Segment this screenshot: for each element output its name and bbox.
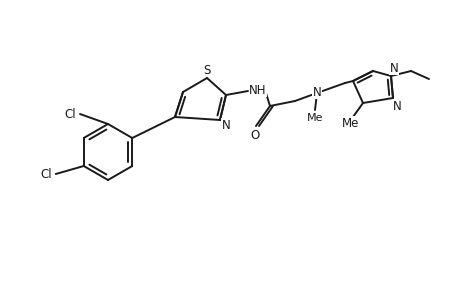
Text: Cl: Cl bbox=[64, 107, 76, 121]
Text: O: O bbox=[250, 128, 259, 142]
Text: N: N bbox=[392, 100, 401, 112]
Text: Me: Me bbox=[306, 113, 323, 123]
Text: N: N bbox=[389, 61, 397, 74]
Text: N: N bbox=[312, 85, 321, 98]
Text: Cl: Cl bbox=[40, 167, 51, 181]
Text: N: N bbox=[221, 118, 230, 131]
Text: S: S bbox=[203, 64, 210, 76]
Text: Me: Me bbox=[341, 116, 359, 130]
Text: NH: NH bbox=[249, 83, 266, 97]
